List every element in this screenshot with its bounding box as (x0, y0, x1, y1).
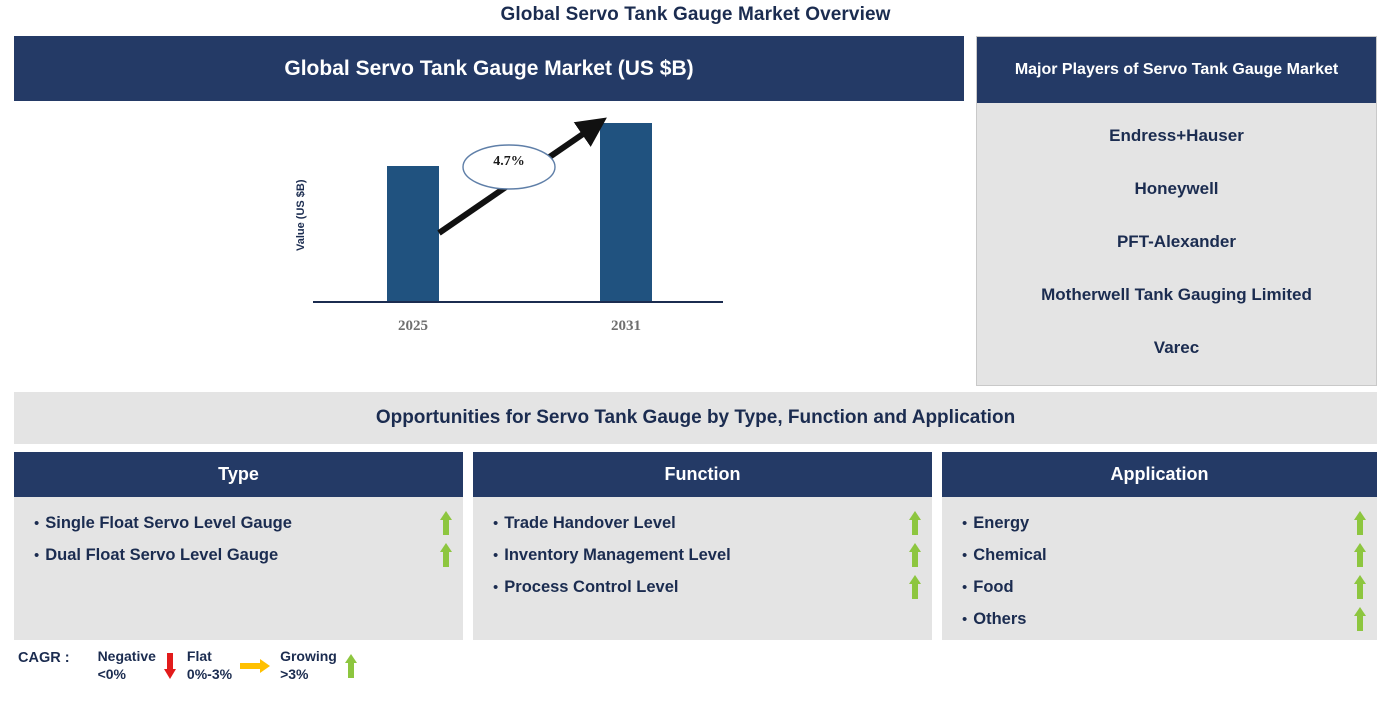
x-tick-label-2025: 2025 (398, 318, 428, 334)
column-items-function: • Trade Handover Level • Inventory Manag… (473, 497, 932, 603)
list-item: • Trade Handover Level (473, 507, 932, 539)
cagr-arrow-icon (437, 117, 607, 236)
x-tick-label-2031: 2031 (611, 318, 641, 334)
cagr-legend-title: CAGR : (18, 650, 70, 666)
column-header-application: Application (942, 452, 1377, 497)
legend-name: Negative (97, 648, 156, 664)
trend-growing-icon (1343, 543, 1377, 567)
opportunity-label: Food (973, 577, 1014, 596)
y-axis-label: Value (US $B) (295, 179, 307, 251)
legend-range: >3% (280, 665, 309, 682)
major-players-list: Endress+Hauser Honeywell PFT-Alexander M… (977, 103, 1376, 385)
list-item: PFT-Alexander (1116, 231, 1237, 251)
list-item: Varec (1153, 338, 1200, 358)
bar-chart: Value (US $B) 2025 2031 (14, 101, 964, 386)
arrow-right-yellow-icon (240, 648, 271, 684)
opportunities-columns: Type • Single Float Servo Level Gauge • … (14, 452, 1377, 640)
major-players-header: Major Players of Servo Tank Gauge Market (977, 37, 1376, 103)
market-chart-panel: Global Servo Tank Gauge Market (US $B) V… (14, 36, 964, 446)
list-item: Motherwell Tank Gauging Limited (1041, 285, 1312, 305)
opportunity-label: Chemical (973, 545, 1047, 564)
opportunity-label: Inventory Management Level (504, 545, 731, 564)
page-title: Global Servo Tank Gauge Market Overview (500, 4, 891, 25)
plot-area: 2025 2031 4.7% (313, 111, 723, 361)
arrow-down-red-icon (163, 648, 177, 684)
chart-panel-body: Value (US $B) 2025 2031 (14, 101, 964, 446)
legend-name: Flat (186, 648, 212, 664)
bullet-icon: • (493, 546, 499, 564)
opportunities-band-title: Opportunities for Servo Tank Gauge by Ty… (375, 407, 1016, 428)
chart-panel-header: Global Servo Tank Gauge Market (US $B) (14, 36, 964, 101)
cagr-legend: CAGR : Negative <0% Flat 0%-3% Growing >… (18, 648, 368, 698)
list-item: Honeywell (1134, 178, 1219, 198)
bullet-icon: • (962, 610, 968, 628)
bullet-icon: • (493, 578, 499, 596)
trend-growing-icon (429, 543, 463, 567)
list-item: Endress+Hauser (1109, 125, 1244, 145)
opportunity-column-type: Type • Single Float Servo Level Gauge • … (14, 452, 463, 640)
opportunity-column-application: Application • Energy • Chemical (942, 452, 1377, 640)
trend-growing-icon (429, 511, 463, 535)
legend-labels-flat: Flat 0%-3% (187, 648, 232, 683)
list-item: • Dual Float Servo Level Gauge (14, 539, 463, 571)
opportunity-label: Others (973, 609, 1027, 628)
legend-entry-negative: Negative <0% (98, 648, 177, 684)
major-players-panel: Major Players of Servo Tank Gauge Market… (976, 36, 1377, 386)
bar-2025 (387, 165, 439, 301)
bullet-icon: • (962, 578, 968, 596)
opportunity-label: Process Control Level (504, 577, 679, 596)
list-item: • Inventory Management Level (473, 539, 932, 571)
column-items-type: • Single Float Servo Level Gauge • Dual … (14, 497, 463, 571)
bullet-icon: • (34, 514, 40, 532)
trend-growing-icon (1343, 575, 1377, 599)
opportunity-label: Dual Float Servo Level Gauge (45, 545, 279, 564)
legend-labels-growing: Growing >3% (280, 648, 337, 683)
opportunities-band: Opportunities for Servo Tank Gauge by Ty… (14, 392, 1377, 444)
bullet-icon: • (962, 514, 968, 532)
list-item: • Energy (942, 507, 1377, 539)
bullet-icon: • (962, 546, 968, 564)
trend-growing-icon (1343, 511, 1377, 535)
opportunity-column-function: Function • Trade Handover Level • Invent… (473, 452, 932, 640)
column-header-function: Function (473, 452, 932, 497)
legend-labels-negative: Negative <0% (98, 648, 156, 683)
list-item: • Others (942, 603, 1377, 635)
legend-name: Growing (280, 648, 337, 664)
trend-growing-icon (898, 543, 932, 567)
opportunity-label: Trade Handover Level (504, 513, 676, 532)
opportunity-label: Energy (973, 513, 1030, 532)
cagr-callout-label: 4.7% (493, 154, 525, 169)
top-row: Global Servo Tank Gauge Market (US $B) V… (14, 36, 1377, 446)
bar-2031 (600, 123, 652, 301)
trend-growing-icon (1343, 607, 1377, 631)
list-item: • Process Control Level (473, 571, 932, 603)
legend-entry-flat: Flat 0%-3% (187, 648, 271, 684)
arrow-up-green-icon (344, 648, 358, 684)
trend-growing-icon (898, 575, 932, 599)
list-item: • Chemical (942, 539, 1377, 571)
bullet-icon: • (34, 546, 40, 564)
legend-entry-growing: Growing >3% (280, 648, 358, 684)
list-item: • Food (942, 571, 1377, 603)
x-axis-line (313, 301, 723, 303)
legend-range: <0% (97, 665, 126, 682)
column-header-type: Type (14, 452, 463, 497)
bullet-icon: • (493, 514, 499, 532)
list-item: • Single Float Servo Level Gauge (14, 507, 463, 539)
trend-growing-icon (898, 511, 932, 535)
column-items-application: • Energy • Chemical • Food (942, 497, 1377, 635)
legend-range: 0%-3% (186, 665, 233, 682)
opportunity-label: Single Float Servo Level Gauge (45, 513, 292, 532)
